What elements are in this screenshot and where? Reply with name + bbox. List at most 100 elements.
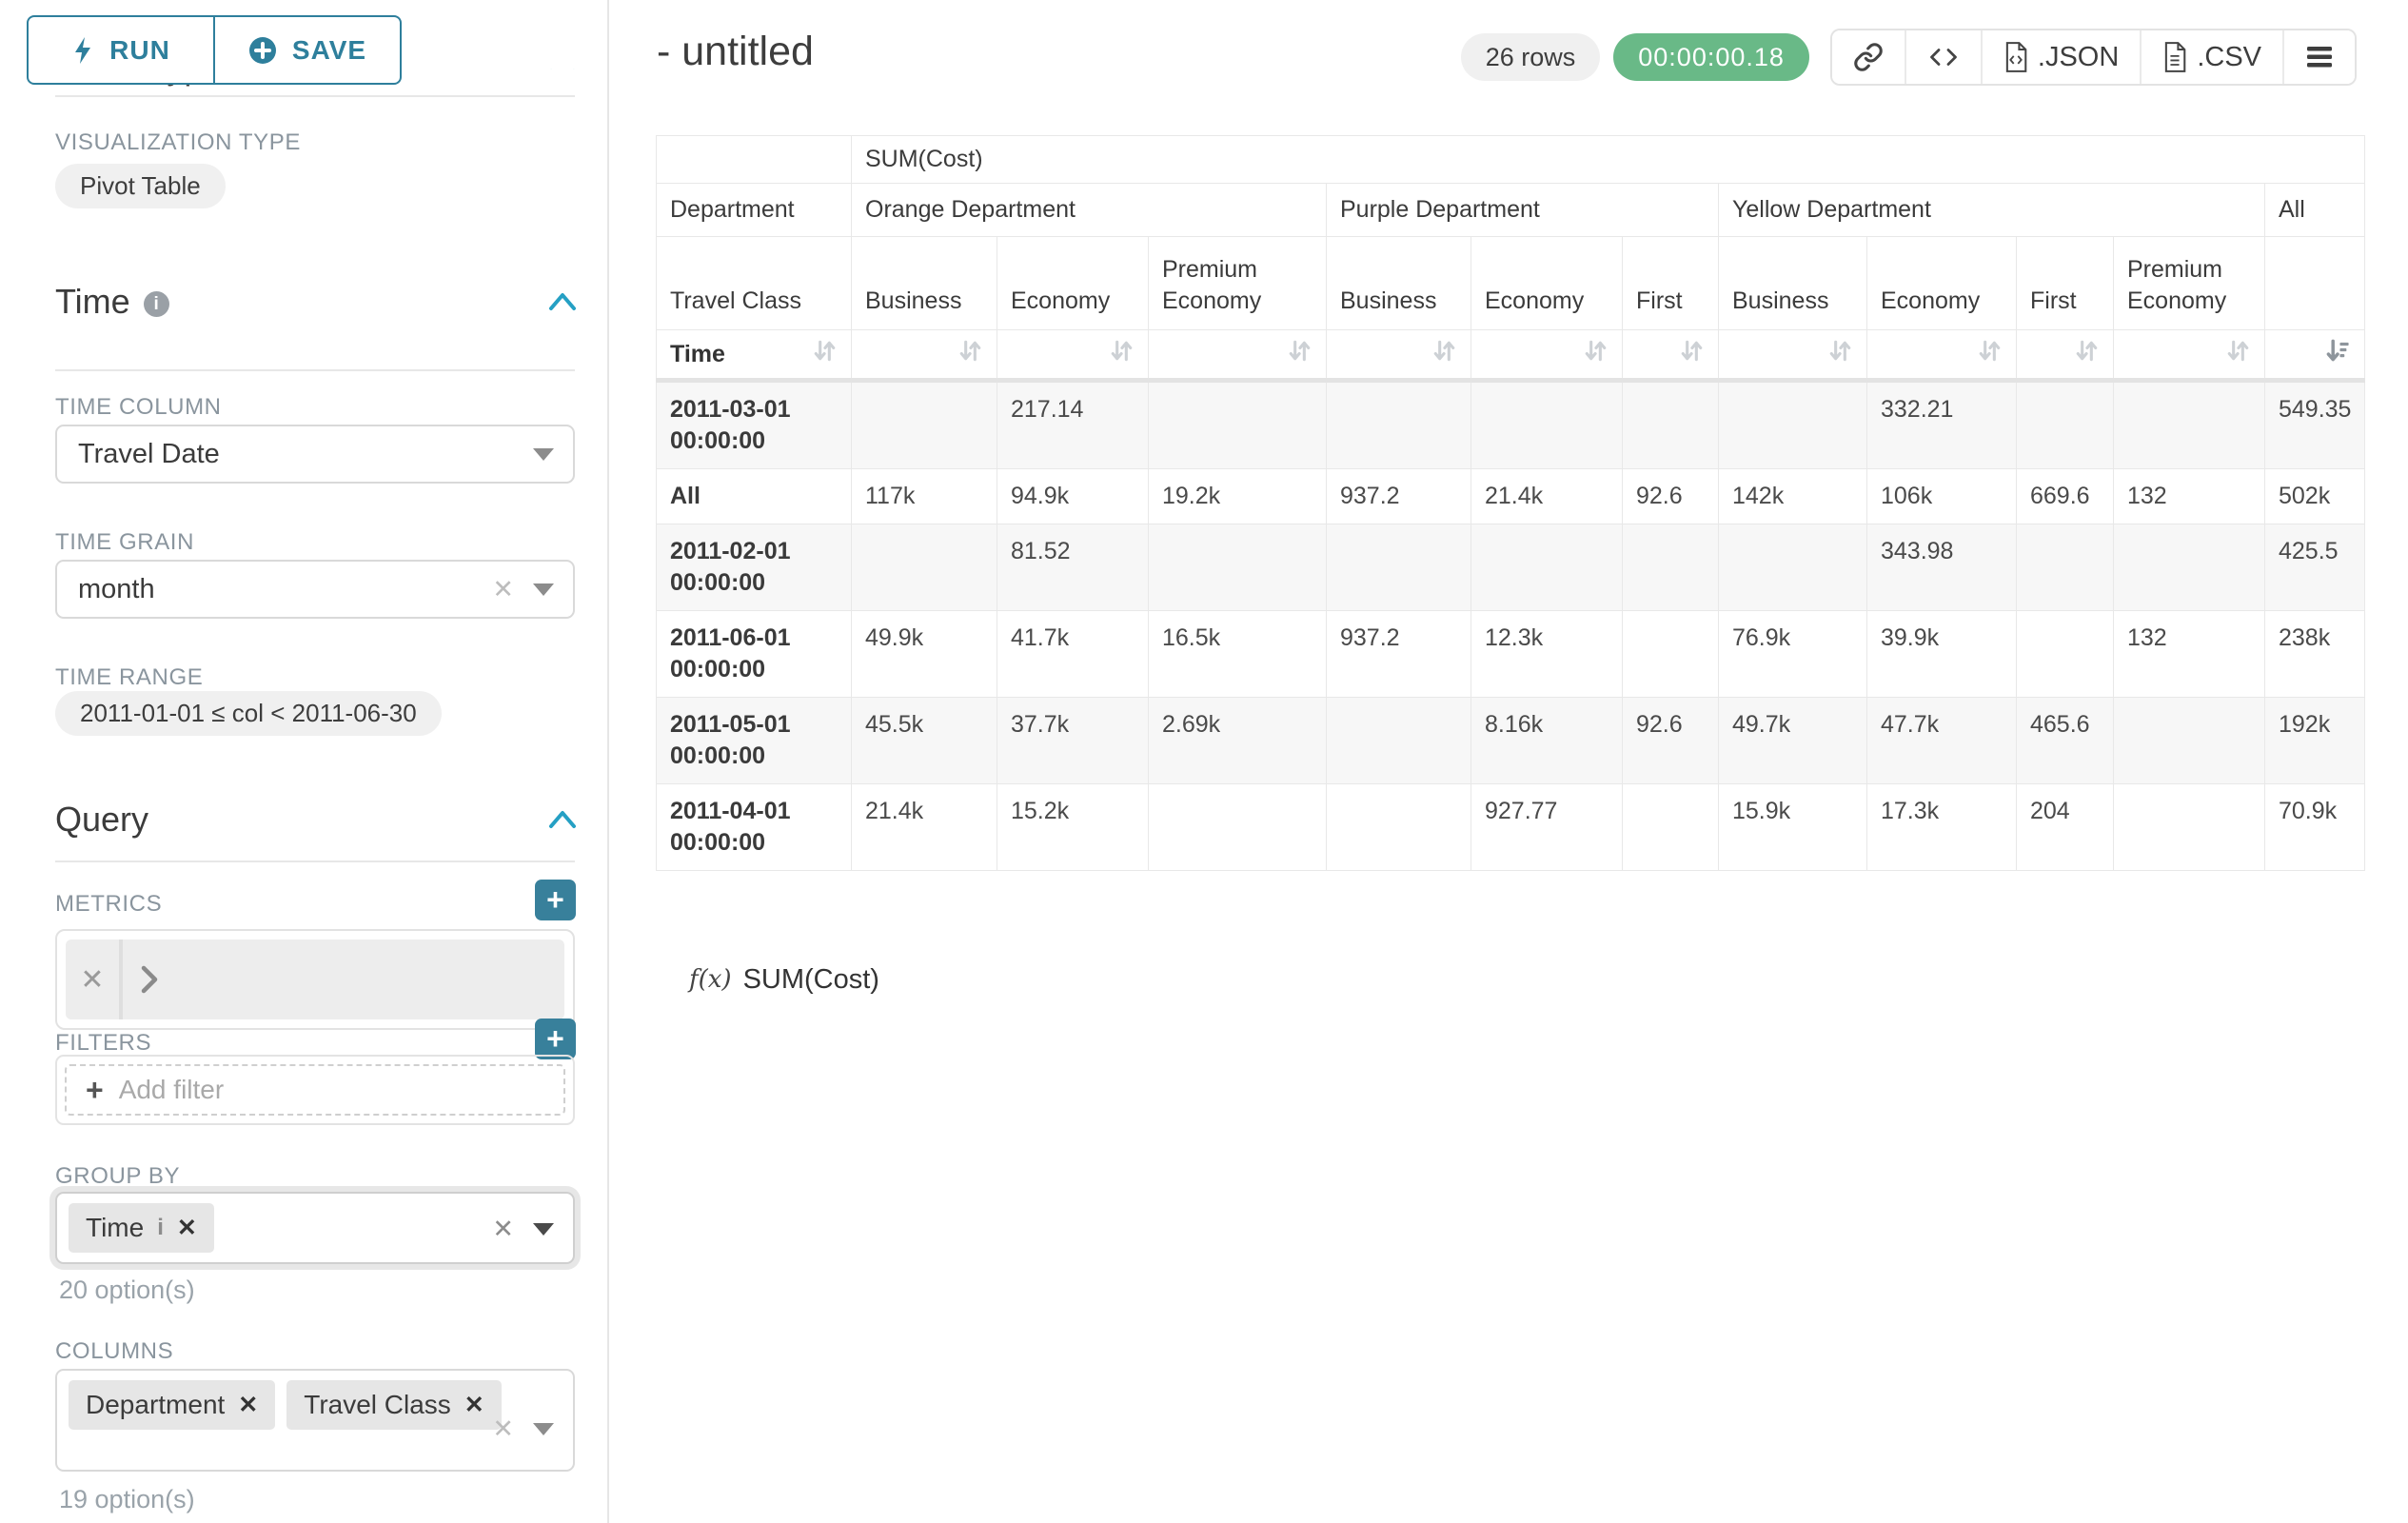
embed-code-button[interactable] xyxy=(1904,30,1981,84)
sort-header[interactable] xyxy=(851,329,997,383)
pivot-cell xyxy=(1470,380,1623,469)
control-panel: Chart Type RUN SAVE VISUALIZATION TYPE P… xyxy=(0,0,879,1523)
pivot-col-group-header: All xyxy=(2263,183,2366,237)
columns-select[interactable]: Department ✕ Travel Class ✕ ✕ xyxy=(55,1369,575,1472)
pivot-cell: 238k xyxy=(2263,610,2366,698)
pivot-cell xyxy=(2113,524,2265,611)
time-column-select[interactable]: Travel Date xyxy=(55,425,575,484)
menu-icon xyxy=(2307,47,2332,68)
sort-icon xyxy=(1109,338,1135,370)
sort-icon xyxy=(812,338,838,370)
pivot-cell: 937.2 xyxy=(1326,610,1471,698)
remove-chip-icon[interactable]: ✕ xyxy=(238,1392,259,1418)
pivot-cell: 2.69k xyxy=(1148,697,1327,784)
sort-header[interactable] xyxy=(2113,329,2265,383)
filters-container: + Add filter xyxy=(55,1055,575,1125)
code-icon xyxy=(1930,49,1957,66)
sort-header[interactable] xyxy=(2016,329,2114,383)
pivot-cell xyxy=(1622,783,1719,871)
pivot-cell: 19.2k xyxy=(1148,468,1327,524)
pivot-cell xyxy=(1326,380,1471,469)
pivot-row-header: 2011-04-01 00:00:00 xyxy=(656,783,852,871)
pivot-cell: 669.6 xyxy=(2016,468,2114,524)
pivot-row-header: All xyxy=(656,468,852,524)
metric-pill[interactable]: ✕ f(x) SUM(Cost) xyxy=(66,931,879,1028)
sort-header[interactable] xyxy=(997,329,1149,383)
sort-header[interactable] xyxy=(1718,329,1867,383)
pivot-col-header: Premium Economy xyxy=(1148,236,1327,330)
pivot-row-header: 2011-03-01 00:00:00 xyxy=(656,380,852,469)
run-button[interactable]: RUN xyxy=(27,15,215,85)
chevron-down-icon xyxy=(533,1423,554,1435)
columns-chip-travel-class[interactable]: Travel Class ✕ xyxy=(286,1380,502,1430)
row-dim-label: Time xyxy=(670,340,725,367)
sort-header[interactable] xyxy=(1148,329,1327,383)
pivot-cell xyxy=(1326,783,1471,871)
pivot-cell xyxy=(851,380,997,469)
sort-header[interactable] xyxy=(1470,329,1623,383)
viz-type-pill[interactable]: Pivot Table xyxy=(55,164,226,208)
remove-chip-icon[interactable]: ✕ xyxy=(176,1215,197,1241)
group-by-select[interactable]: Time i ✕ ✕ xyxy=(55,1192,575,1264)
export-csv-button[interactable]: .CSV xyxy=(2140,30,2282,84)
pivot-cell xyxy=(1718,380,1867,469)
divider xyxy=(55,860,575,862)
sort-desc-icon xyxy=(2325,338,2351,370)
pivot-cell: 132 xyxy=(2113,610,2265,698)
time-heading-label: Time xyxy=(55,282,130,321)
copy-link-button[interactable] xyxy=(1831,30,1905,84)
sort-header-time[interactable]: Time xyxy=(656,329,852,383)
pivot-cell: 132 xyxy=(2113,468,2265,524)
chip-label: Department xyxy=(86,1390,226,1419)
pivot-cell xyxy=(1326,524,1471,611)
sort-icon xyxy=(2225,338,2251,370)
link-icon xyxy=(1854,43,1883,71)
clear-icon[interactable]: ✕ xyxy=(492,574,514,603)
pivot-cell: 465.6 xyxy=(2016,697,2114,784)
chevron-up-icon[interactable] xyxy=(548,291,577,312)
chevron-right-icon[interactable] xyxy=(121,940,176,1019)
pivot-cell: 425.5 xyxy=(2263,524,2366,611)
clear-icon[interactable]: ✕ xyxy=(492,1215,514,1243)
export-csv-label: .CSV xyxy=(2197,41,2261,72)
pivot-table: SUM(Cost) Department Orange Department Purp… xyxy=(656,135,2366,871)
chevron-down-icon xyxy=(533,1223,554,1236)
pivot-row: 2011-06-01 00:00:00 49.9k 41.7k 16.5k 937.2 1… xyxy=(656,610,2366,698)
sort-header[interactable] xyxy=(1866,329,2017,383)
time-range-label: TIME RANGE xyxy=(55,664,204,690)
info-icon[interactable]: i xyxy=(157,1215,164,1240)
more-options-button[interactable] xyxy=(2282,30,2355,84)
remove-metric-icon[interactable]: ✕ xyxy=(66,940,121,1019)
pivot-cell: 39.9k xyxy=(1866,610,2017,698)
add-filter-button[interactable]: + Add filter xyxy=(65,1064,565,1116)
sort-header[interactable] xyxy=(1326,329,1471,383)
sort-icon xyxy=(1431,338,1457,370)
function-icon: f(x) xyxy=(689,965,732,994)
columns-chip-department[interactable]: Department ✕ xyxy=(69,1380,276,1430)
pivot-col-header xyxy=(2263,236,2366,330)
sort-icon xyxy=(2074,338,2100,370)
sort-header-all-active[interactable] xyxy=(2263,329,2366,383)
pivot-row-header: 2011-05-01 00:00:00 xyxy=(656,697,852,784)
remove-chip-icon[interactable]: ✕ xyxy=(464,1392,484,1418)
pivot-cell xyxy=(1622,380,1719,469)
json-file-icon xyxy=(2005,42,2027,72)
pivot-cell: 49.7k xyxy=(1718,697,1867,784)
save-button[interactable]: SAVE xyxy=(213,15,402,85)
chevron-up-icon[interactable] xyxy=(548,809,577,830)
pivot-row: All 117k 94.9k 19.2k 937.2 21.4k 92.6 142k 106k 6… xyxy=(656,468,2366,524)
add-metric-button[interactable]: + xyxy=(535,880,576,920)
pivot-cell: 92.6 xyxy=(1622,468,1719,524)
time-grain-select[interactable]: month ✕ xyxy=(55,560,575,619)
pivot-cell xyxy=(851,524,997,611)
time-grain-value: month xyxy=(78,573,155,604)
group-by-chip-time[interactable]: Time i ✕ xyxy=(69,1203,214,1253)
add-filter-plus-button[interactable]: + xyxy=(535,1019,576,1059)
group-by-label: GROUP BY xyxy=(55,1163,181,1189)
clear-icon[interactable]: ✕ xyxy=(492,1414,514,1443)
pivot-cell: 21.4k xyxy=(1470,468,1623,524)
time-range-pill[interactable]: 2011-01-01 ≤ col < 2011-06-30 xyxy=(55,691,442,736)
export-json-button[interactable]: .JSON xyxy=(1980,30,2141,84)
sort-header[interactable] xyxy=(1622,329,1719,383)
info-icon[interactable]: i xyxy=(143,291,169,317)
